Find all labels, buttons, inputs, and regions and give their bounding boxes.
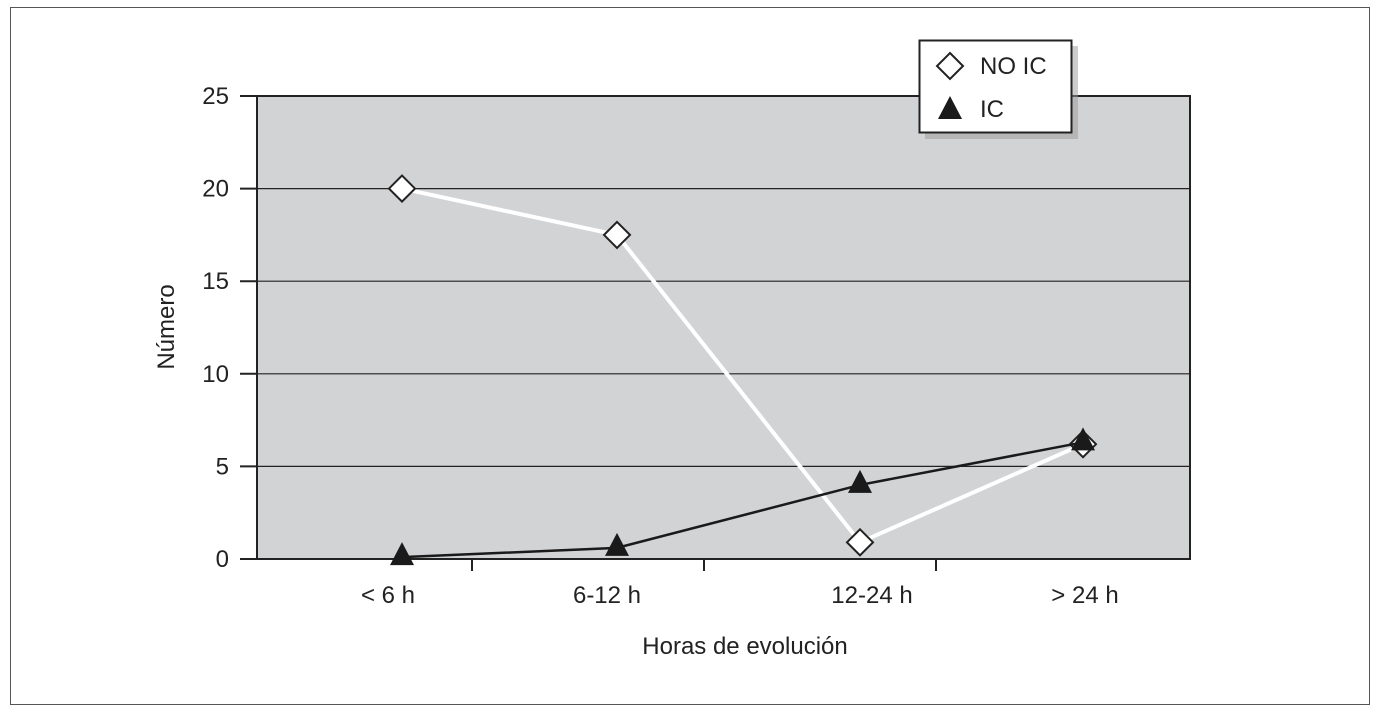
y-tick-label: 0 bbox=[216, 546, 229, 573]
data-point-ic bbox=[605, 532, 629, 556]
data-point-no-ic bbox=[387, 174, 417, 204]
y-tick-label: 25 bbox=[202, 83, 229, 110]
y-tick-label: 5 bbox=[216, 453, 229, 480]
x-tick-label: > 24 h bbox=[1051, 582, 1118, 609]
data-point-ic bbox=[1071, 427, 1095, 451]
data-point-ic bbox=[390, 542, 414, 566]
legend-diamond-icon bbox=[935, 51, 965, 81]
y-axis-label: Número bbox=[153, 284, 180, 369]
x-tick-label: < 6 h bbox=[361, 582, 415, 609]
legend-label-no-ic: NO IC bbox=[980, 53, 1047, 80]
y-tick-label: 20 bbox=[202, 176, 229, 203]
series-line-no-ic bbox=[401, 186, 1084, 545]
plot-area bbox=[256, 95, 1191, 560]
series-line-ic bbox=[401, 441, 1084, 559]
x-tick-label: 6-12 h bbox=[573, 582, 641, 609]
data-point-no-ic bbox=[602, 220, 632, 250]
y-tick-label: 15 bbox=[202, 268, 229, 295]
data-point-no-ic bbox=[845, 527, 875, 557]
legend-label-ic: IC bbox=[980, 96, 1004, 123]
data-point-ic bbox=[848, 469, 872, 493]
y-tick-label: 10 bbox=[202, 361, 229, 388]
legend: NO IC IC bbox=[918, 39, 1078, 139]
legend-triangle-icon bbox=[938, 96, 962, 119]
x-tick-label: 12-24 h bbox=[831, 582, 912, 609]
x-axis-label: Horas de evolución bbox=[642, 633, 847, 660]
